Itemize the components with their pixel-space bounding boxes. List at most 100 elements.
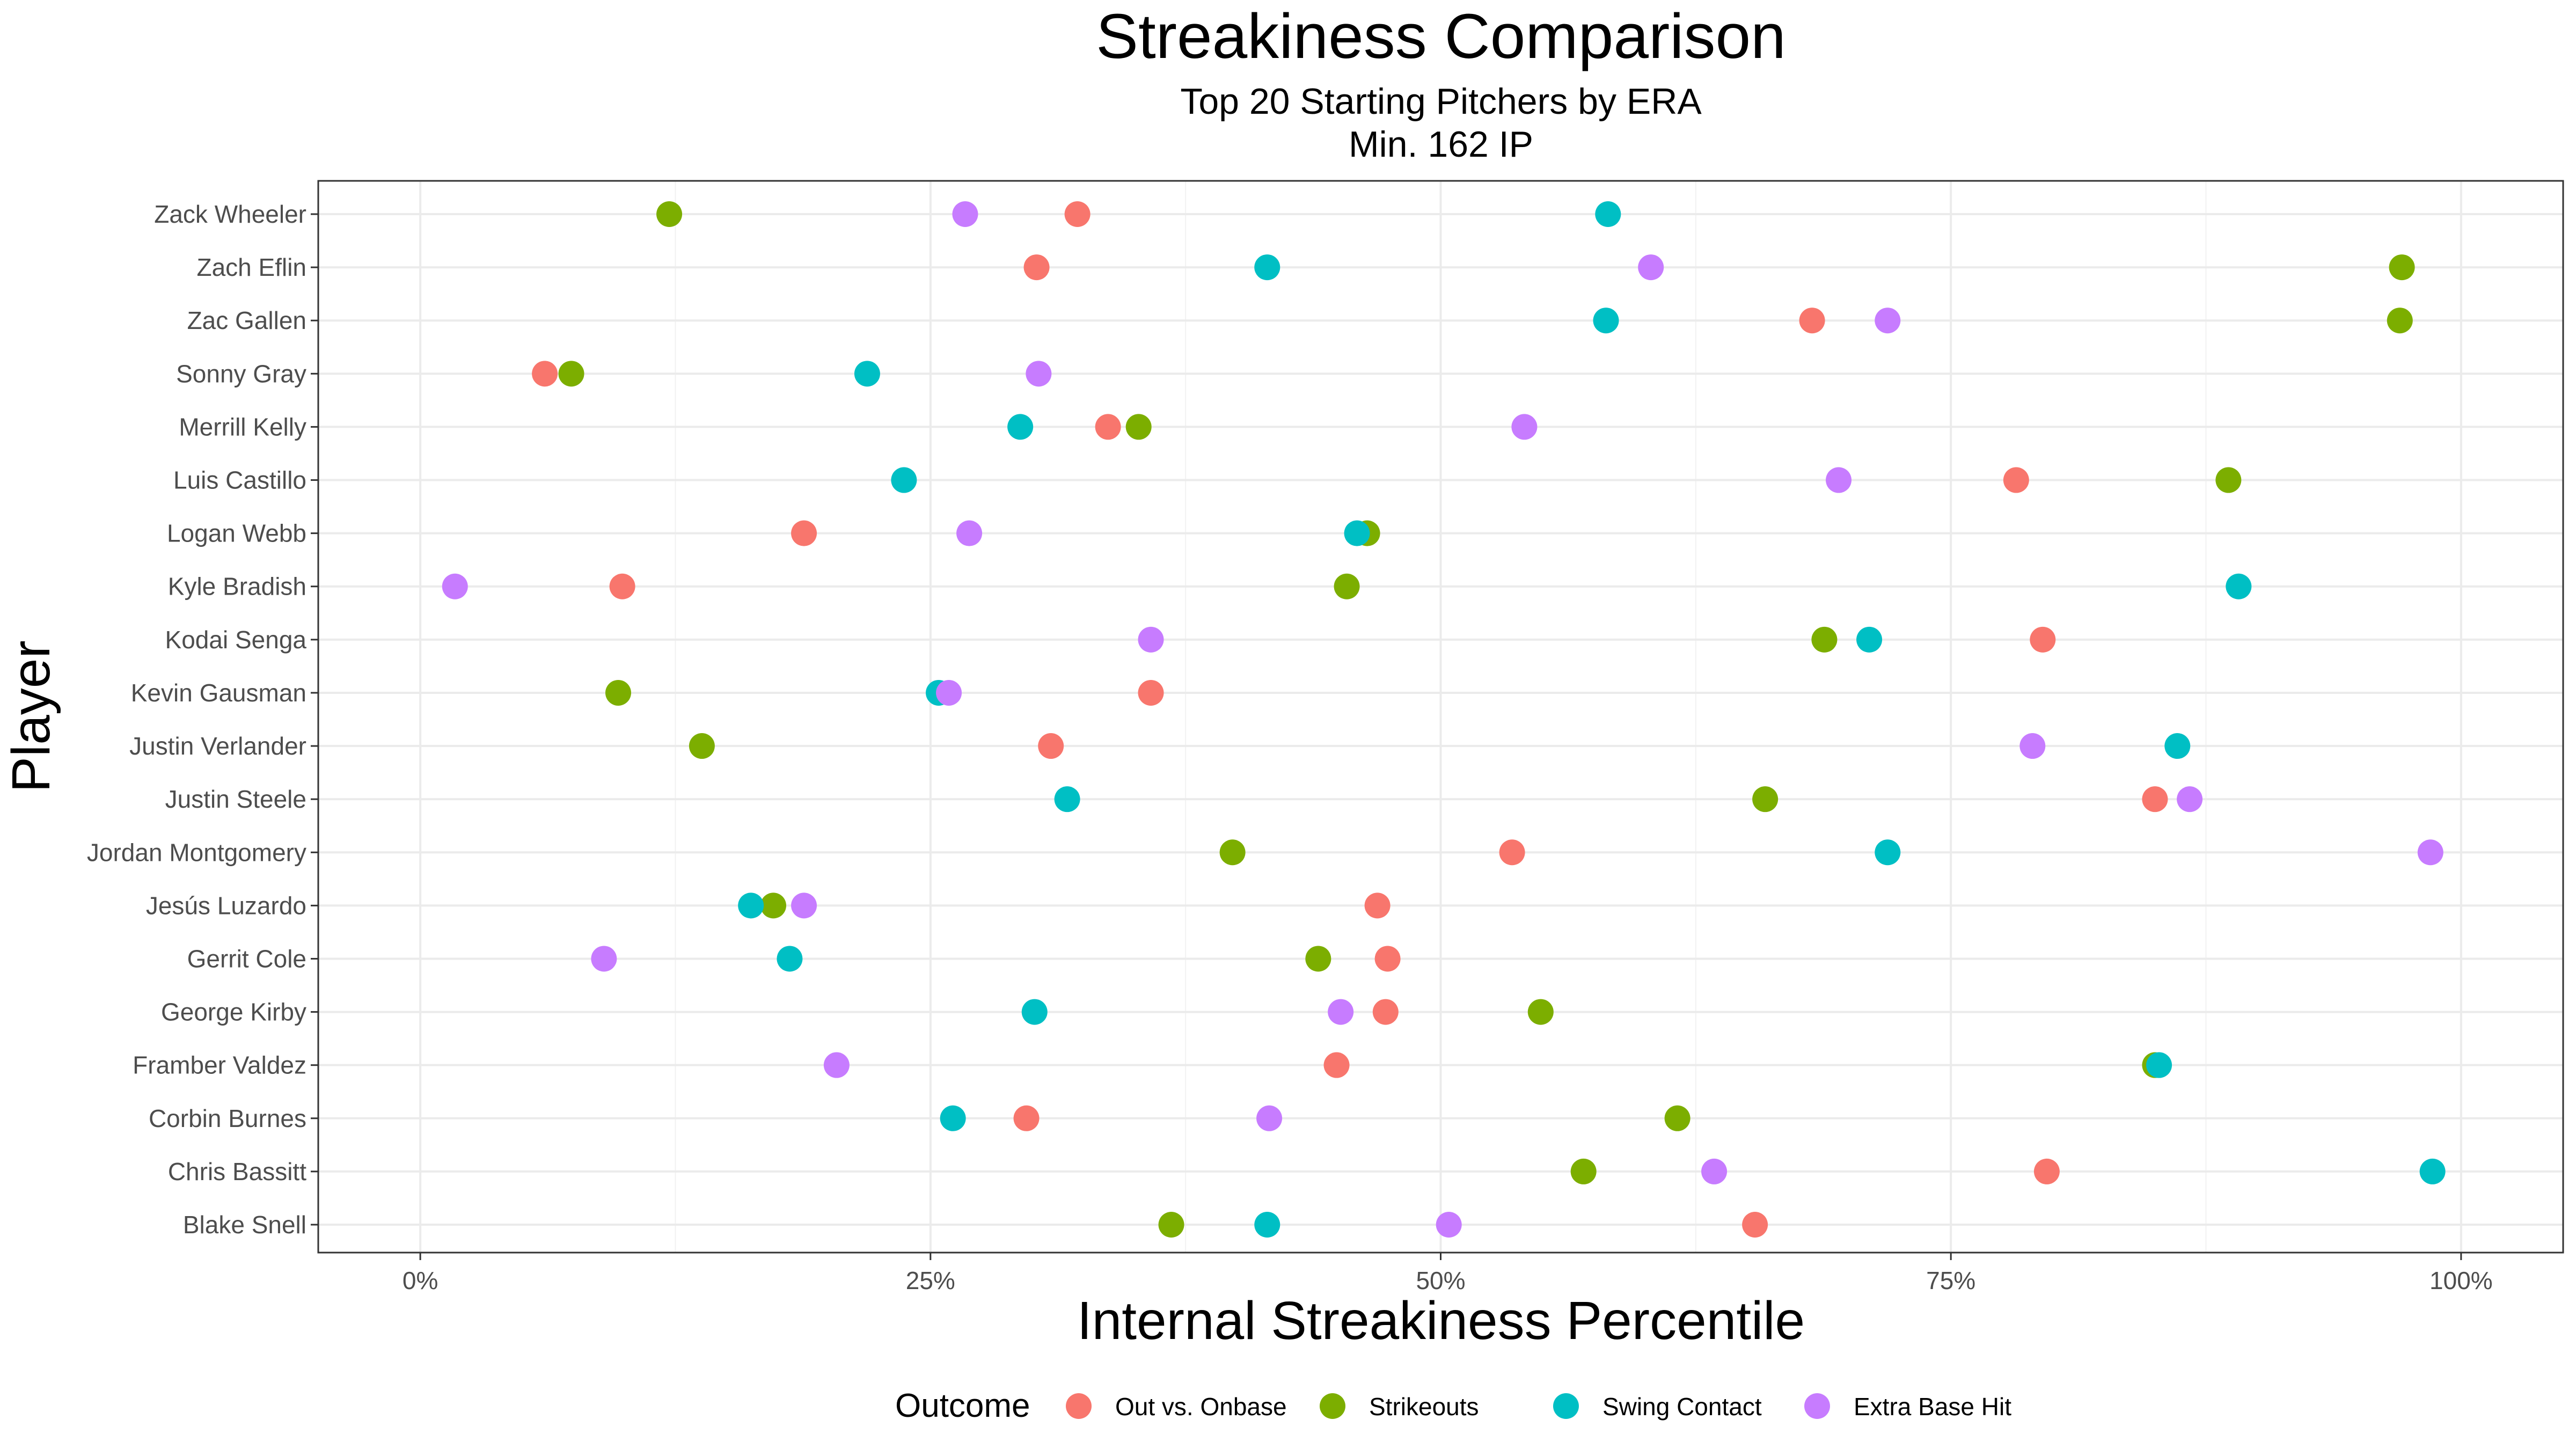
data-point — [1256, 1105, 1283, 1131]
data-point — [1026, 361, 1052, 387]
data-point — [1527, 999, 1554, 1025]
y-tick-label: Kyle Bradish — [168, 573, 306, 601]
data-point — [2033, 1158, 2060, 1184]
legend-key — [1553, 1393, 1579, 1419]
y-tick-label: Kevin Gausman — [131, 679, 306, 707]
data-point — [609, 573, 635, 599]
y-tick-label: Zach Eflin — [196, 253, 306, 281]
data-point — [442, 573, 468, 599]
data-point — [1021, 999, 1048, 1025]
legend-items: Out vs. Onbase Strikeouts Swing Contact Ext… — [1066, 1393, 2011, 1421]
data-point — [1064, 201, 1091, 227]
y-axis-title: Player — [1, 640, 61, 792]
data-point — [738, 892, 764, 919]
data-point — [1013, 1105, 1040, 1131]
data-point — [1158, 1212, 1184, 1238]
data-point — [1254, 1212, 1280, 1238]
y-tick-label: Blake Snell — [183, 1211, 306, 1239]
data-point — [1570, 1158, 1597, 1184]
data-point — [532, 361, 558, 387]
data-point — [1125, 414, 1152, 440]
data-point — [1007, 414, 1034, 440]
data-point — [2226, 573, 2252, 599]
data-point — [956, 520, 983, 546]
data-point — [1372, 999, 1399, 1025]
legend-title: Outcome — [895, 1387, 1030, 1424]
y-tick-label: Gerrit Cole — [187, 945, 306, 972]
x-tick-label: 0% — [402, 1267, 438, 1294]
data-point — [2003, 467, 2029, 493]
data-point — [591, 946, 617, 972]
data-point — [605, 679, 632, 706]
legend-label: Out vs. Onbase — [1115, 1393, 1287, 1421]
y-tick-label: Luis Castillo — [173, 466, 306, 494]
data-point — [1023, 254, 1050, 281]
legend-label: Extra Base Hit — [1854, 1393, 2011, 1421]
data-point — [2389, 254, 2415, 281]
y-tick-label: Chris Bassitt — [168, 1158, 306, 1185]
data-point — [1219, 839, 1246, 866]
data-point — [1701, 1158, 1728, 1184]
data-point — [2164, 733, 2191, 759]
y-tick-label: Kodai Senga — [165, 626, 307, 654]
data-point — [1752, 786, 1779, 813]
data-point — [558, 361, 584, 387]
data-point — [1799, 308, 1825, 334]
data-point — [823, 1052, 850, 1078]
data-point — [1436, 1212, 1462, 1238]
data-point — [777, 946, 803, 972]
data-point — [1595, 201, 1621, 227]
data-point — [1254, 254, 1280, 281]
data-point — [791, 892, 817, 919]
y-tick-label: Justin Verlander — [129, 732, 306, 760]
legend-key — [1320, 1393, 1345, 1419]
x-axis-title: Internal Streakiness Percentile — [1077, 1291, 1805, 1351]
y-tick-label: Sonny Gray — [176, 360, 306, 387]
data-point — [1328, 999, 1354, 1025]
data-point — [1095, 414, 1121, 440]
data-point — [1638, 254, 1664, 281]
data-point — [1138, 679, 1164, 706]
data-point — [791, 520, 817, 546]
data-point — [1334, 573, 1360, 599]
data-point — [2146, 1052, 2172, 1078]
data-point — [891, 467, 917, 493]
data-point — [1499, 839, 1525, 866]
legend-label: Swing Contact — [1602, 1393, 1762, 1421]
data-point — [689, 733, 715, 759]
x-tick-label: 25% — [906, 1267, 955, 1294]
y-tick-label: Corbin Burnes — [149, 1104, 306, 1132]
data-point — [2417, 839, 2443, 866]
y-tick-label: Zac Gallen — [187, 306, 306, 334]
y-tick-label: Jordan Montgomery — [87, 838, 306, 866]
y-tick-label: Zack Wheeler — [154, 200, 306, 228]
data-point — [1856, 626, 1883, 653]
legend-key — [1804, 1393, 1830, 1419]
data-points — [442, 201, 2446, 1238]
grid — [318, 181, 2563, 1253]
data-point — [2019, 733, 2046, 759]
data-point — [936, 679, 962, 706]
data-point — [2387, 308, 2413, 334]
data-point — [2419, 1158, 2446, 1184]
data-point — [1593, 308, 1619, 334]
data-point — [1364, 892, 1391, 919]
x-tick-label: 50% — [1416, 1267, 1465, 1294]
data-point — [2030, 626, 2056, 653]
x-axis: 0% 25% 50% 75% 100% — [402, 1253, 2493, 1294]
chart-title: Streakiness Comparison — [1096, 1, 1785, 72]
data-point — [854, 361, 880, 387]
y-tick-label: Merrill Kelly — [179, 413, 306, 441]
chart-subtitle-line-1: Top 20 Starting Pitchers by ERA — [1180, 81, 1702, 122]
data-point — [2215, 467, 2242, 493]
data-point — [1374, 946, 1401, 972]
data-point — [1054, 786, 1080, 813]
data-point — [1664, 1105, 1690, 1131]
data-point — [1875, 308, 1901, 334]
y-tick-label: Jesús Luzardo — [146, 891, 306, 919]
y-tick-label: Logan Webb — [167, 519, 306, 547]
legend-key — [1066, 1393, 1092, 1419]
data-point — [1323, 1052, 1350, 1078]
data-point — [940, 1105, 966, 1131]
